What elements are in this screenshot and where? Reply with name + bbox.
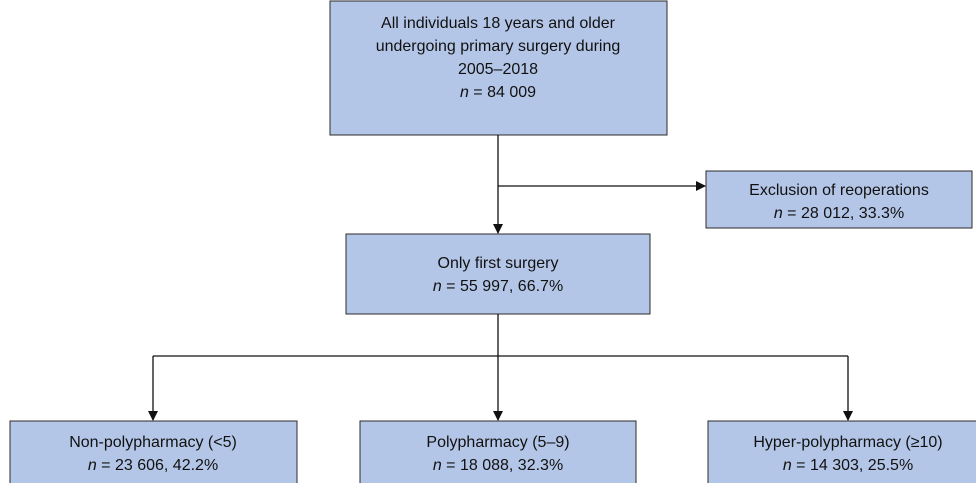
box-exclusion xyxy=(705,170,973,229)
node-count: n = 14 303, 25.5% xyxy=(783,457,913,474)
n-symbol: n xyxy=(774,205,783,222)
n-symbol: n xyxy=(460,84,469,101)
n-symbol: n xyxy=(433,457,442,474)
node-text: undergoing primary surgery during xyxy=(376,38,621,55)
node-text: 2005–2018 xyxy=(458,61,538,78)
node-text: All individuals 18 years and older xyxy=(381,15,616,32)
n-text: = 14 303, 25.5% xyxy=(792,457,913,474)
n-symbol: n xyxy=(433,278,442,295)
box-first xyxy=(345,233,651,315)
node-text: Non-polypharmacy (<5) xyxy=(69,434,237,451)
node-count: n = 18 088, 32.3% xyxy=(433,457,563,474)
box-non-poly xyxy=(9,420,298,483)
n-text: = 28 012, 33.3% xyxy=(783,205,904,222)
node-count: n = 55 997, 66.7% xyxy=(433,278,563,295)
box-poly xyxy=(359,420,637,483)
node-text: Polypharmacy (5–9) xyxy=(426,434,569,451)
n-text: = 84 009 xyxy=(469,84,536,101)
n-text: = 18 088, 32.3% xyxy=(442,457,563,474)
n-symbol: n xyxy=(88,457,97,474)
node-text: Only first surgery xyxy=(438,255,559,272)
node-count: n = 23 606, 42.2% xyxy=(88,457,218,474)
n-symbol: n xyxy=(783,457,792,474)
box-all xyxy=(329,0,668,136)
n-text: = 55 997, 66.7% xyxy=(442,278,563,295)
box-hyper xyxy=(707,420,976,483)
node-count: n = 28 012, 33.3% xyxy=(774,205,904,222)
node-text: Exclusion of reoperations xyxy=(749,182,929,199)
n-text: = 23 606, 42.2% xyxy=(97,457,218,474)
node-text: Hyper-polypharmacy (≥10) xyxy=(753,434,942,451)
node-count: n = 84 009 xyxy=(460,84,536,101)
